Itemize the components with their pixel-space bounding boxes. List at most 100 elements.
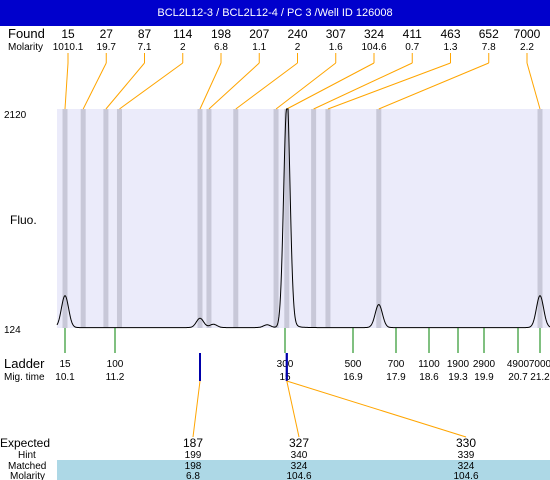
found-label: Found [8,26,45,41]
found-peak-size: 324 [364,27,384,41]
hint-size: 199 [185,450,202,461]
found-peak-size: 652 [479,27,499,41]
found-connector [313,62,413,110]
ladder-time: 19.9 [474,372,494,383]
found-peak-molarity: 2 [180,42,186,53]
ladder-size: 2900 [473,359,496,370]
hint-size: 339 [458,450,475,461]
found-peak-molarity: 6.8 [214,42,228,53]
found-connector [119,62,184,110]
found-connector [378,62,489,110]
molarity-label: Molarity [8,42,43,53]
expected-size: 327 [289,436,309,450]
found-peak-size: 240 [287,27,307,41]
matched-size: 324 [458,461,475,472]
matched-size: 324 [291,461,308,472]
found-peak-size: 411 [403,27,422,41]
found-peak-molarity: 2 [295,42,301,53]
peak-lane [273,109,279,328]
trace-line [56,108,550,329]
ladder-size: 700 [388,359,405,370]
found-connector [199,62,222,110]
matched-molarity: 6.8 [186,471,200,480]
peak-lane [376,109,382,328]
ladder-size: 7000 [529,359,550,370]
expected-connector [286,380,300,438]
found-connector [286,62,375,110]
molarity-bottom-label: Molarity [10,471,45,480]
ladder-time: 21.2 [530,372,550,383]
peak-lane [233,109,239,328]
found-peaks-header: 151010.12719.7877.111421986.82071.124023… [53,27,541,110]
chart-title: BCL2L12-3 / BCL2L12-4 / PC 3 /Well ID 12… [0,0,550,26]
found-peak-molarity: 2.2 [520,42,534,53]
found-connector [64,62,69,110]
expected-connector [192,380,201,438]
matched-molarity: 104.6 [286,471,311,480]
found-peak-size: 87 [138,27,152,41]
ladder-size: 15 [59,359,71,370]
peak-lane [103,109,109,328]
ladder-size: 100 [107,359,124,370]
ladder-time: 17.9 [386,372,406,383]
peak-lane [537,109,543,328]
y-tick-max: 2120 [4,110,27,121]
ladder-time: 18.6 [419,372,439,383]
fluorescence-trace [56,108,550,329]
found-peak-molarity: 19.7 [97,42,117,53]
found-connector [82,62,107,110]
found-peak-size: 198 [211,27,231,41]
found-peak-size: 27 [100,27,114,41]
found-peak-molarity: 7.1 [138,42,152,53]
found-peak-molarity: 1.6 [329,42,343,53]
ladder-time: 16.9 [343,372,363,383]
found-peak-molarity: 104.6 [361,42,386,53]
found-peak-molarity: 1010.1 [53,42,84,53]
found-connector [235,62,298,110]
found-peak-size: 207 [249,27,269,41]
peak-lanes [62,109,543,328]
ladder-size: 4900 [507,359,530,370]
ladder-axis: 15 10.1 100 11.2 300 15 500 16.9 700 17.9 1100 18.6… [55,328,550,383]
ladder-size: 300 [277,359,294,370]
peak-lane [80,109,86,328]
found-peak-molarity: 1.3 [444,42,458,53]
peak-lane [311,109,317,328]
ladder-time: 15 [279,372,291,383]
found-connector [327,62,451,110]
ladder-label: Ladder [4,356,45,371]
peak-lane [197,109,203,328]
ladder-time: 10.1 [55,372,75,383]
expected-size: 330 [456,436,476,450]
found-peak-size: 463 [440,27,460,41]
peak-lane [62,109,68,328]
ladder-size: 500 [345,359,362,370]
y-tick-min: 124 [4,325,21,336]
peak-lane [284,109,290,328]
matched-size: 198 [185,461,202,472]
found-connector [105,62,145,110]
expected-connector [286,380,467,438]
found-peak-molarity: 0.7 [405,42,419,53]
plot-background [57,109,550,328]
mig-time-label: Mig. time [4,372,45,383]
matched-label: Matched [8,461,46,472]
matched-row-background [57,460,550,480]
ladder-size: 1100 [418,359,440,370]
ladder-time: 20.7 [508,372,528,383]
ladder-size: 1900 [447,359,470,370]
found-connector [208,62,260,110]
found-peak-size: 307 [326,27,346,41]
hint-label: Hint [18,450,36,461]
peak-lane [206,109,212,328]
found-peak-size: 7000 [514,27,541,41]
ladder-time: 11.2 [106,372,125,383]
peak-lane [325,109,331,328]
found-peak-size: 114 [173,27,192,41]
expected-size: 187 [183,436,203,450]
fluo-axis-label: Fluo. [10,213,37,227]
found-peak-size: 15 [61,27,75,41]
